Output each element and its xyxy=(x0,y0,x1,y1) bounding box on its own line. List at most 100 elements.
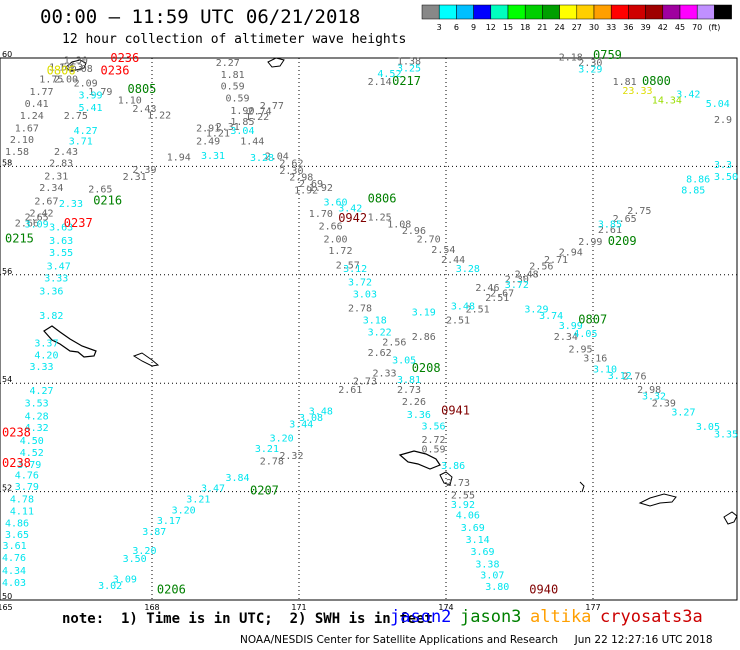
pass-time-label: 0215 xyxy=(5,231,34,245)
wave-height-value: 3.87 xyxy=(142,527,166,538)
wave-height-value: 3.50 xyxy=(123,554,147,565)
wave-height-value: 2.77 xyxy=(260,101,284,112)
wave-height-value: 3.21 xyxy=(186,494,210,505)
wave-height-value: 4.50 xyxy=(20,436,44,447)
wave-height-value: 3.92 xyxy=(451,500,475,511)
wave-height-value: 2.73 xyxy=(397,385,421,396)
pass-time-label: 0759 xyxy=(593,48,622,62)
scale-swatch xyxy=(576,4,595,20)
wave-height-value: 2.31 xyxy=(44,171,68,182)
island-north xyxy=(65,59,87,72)
wave-height-value: 3.08 xyxy=(299,413,323,424)
wave-height-value: 5.04 xyxy=(706,99,730,110)
wave-height-value: 2.09 xyxy=(74,79,98,90)
wave-height-value: 3.3 xyxy=(714,160,732,171)
wave-height-value: 1.90 xyxy=(230,106,254,117)
wave-height-value: 2.51 xyxy=(466,305,490,316)
map-frame xyxy=(0,57,738,601)
wave-height-value: 2.33 xyxy=(59,199,83,210)
wave-height-value: 3.47 xyxy=(47,261,71,272)
wave-height-value: 1.38 xyxy=(397,57,421,68)
scale-label: 39 xyxy=(641,23,651,32)
wave-height-value: 3.50 xyxy=(714,172,738,183)
wave-height-value: 23.33 xyxy=(622,86,652,97)
lat-tick-label: 56 xyxy=(2,267,12,276)
pass-time-label: 0236 xyxy=(101,63,130,77)
pass-time-label: 0216 xyxy=(93,193,122,207)
scale-swatch xyxy=(490,4,509,20)
wave-height-value: 3.72 xyxy=(348,278,372,289)
pass-time-label: 0217 xyxy=(392,74,421,88)
lon-tick-label: 177 xyxy=(585,603,600,612)
wave-height-value: 3.22 xyxy=(368,328,392,339)
wave-height-value: 2.39 xyxy=(132,165,156,176)
wave-height-value: 2.72 xyxy=(422,435,446,446)
scale-swatch xyxy=(628,4,646,20)
lat-tick-label: 58 xyxy=(2,158,12,167)
wave-height-value: 3.20 xyxy=(172,505,196,516)
wave-height-value: 1.70 xyxy=(309,209,333,220)
wave-height-value: 4.06 xyxy=(456,511,480,522)
wave-height-value: 3.18 xyxy=(363,316,387,327)
pass-time-label: 0806 xyxy=(368,192,397,206)
pass-time-label: 0209 xyxy=(608,234,637,248)
wave-height-value: 4.86 xyxy=(5,518,29,529)
island-small-west xyxy=(132,352,160,367)
wave-height-value: 3.79 xyxy=(17,460,41,471)
scale-swatch xyxy=(421,4,440,20)
wave-height-value: 2.31 xyxy=(216,122,240,133)
wave-height-value: 3.05 xyxy=(696,422,720,433)
wave-height-value: 2.71 xyxy=(544,255,568,266)
pass-time-label: 0800 xyxy=(642,74,671,88)
scale-swatch xyxy=(438,4,457,20)
wave-height-value: 1.81 xyxy=(613,77,637,88)
lat-tick-label: 60 xyxy=(2,50,12,59)
wave-height-value: 3.09 xyxy=(113,575,137,586)
wave-height-value: 1.67 xyxy=(15,124,39,135)
wave-height-value: 3.84 xyxy=(226,473,250,484)
wave-height-value: 3.33 xyxy=(30,362,54,373)
wave-height-value: 4.52 xyxy=(377,69,401,80)
scale-swatch xyxy=(696,4,715,20)
wave-height-value: 2.61 xyxy=(338,385,362,396)
wave-height-value: 4.34 xyxy=(2,566,26,577)
wave-height-value: 3.37 xyxy=(34,338,58,349)
wave-height-value: 3.56 xyxy=(422,421,446,432)
scale-swatch xyxy=(662,4,681,20)
wave-height-value: 4.03 xyxy=(2,578,26,589)
scale-swatch xyxy=(559,4,578,20)
wave-height-value: 3.63 xyxy=(49,222,73,233)
pass-time-label: 0806 xyxy=(47,63,76,77)
wave-height-value: 14.34 xyxy=(652,96,682,107)
scale-swatch xyxy=(645,4,664,20)
lat-tick-label: 50 xyxy=(2,592,12,601)
wave-height-value: 1.79 xyxy=(88,87,112,98)
wave-height-value: 3.12 xyxy=(343,264,367,275)
wave-height-value: 2.78 xyxy=(348,304,372,315)
wave-height-value: 3.86 xyxy=(441,461,465,472)
wave-height-value: 2.56 xyxy=(529,261,553,272)
pass-time-label: 0236 xyxy=(110,51,139,65)
scale-label: 33 xyxy=(606,23,616,32)
scale-label: 6 xyxy=(454,23,459,32)
wave-height-value: 3.32 xyxy=(642,391,666,402)
wave-height-value: 2.9 xyxy=(714,115,732,126)
scale-swatch xyxy=(610,4,629,20)
wave-height-value: 3.60 xyxy=(324,197,348,208)
wave-height-value: 3.80 xyxy=(485,582,509,593)
pass-time-label: 0206 xyxy=(157,582,186,596)
coastlines xyxy=(43,57,738,525)
wave-height-value: 2.62 xyxy=(368,348,392,359)
wave-height-value: 3.27 xyxy=(671,408,695,419)
wave-height-value: 2.32 xyxy=(279,451,303,462)
wave-height-value: 2.96 xyxy=(402,226,426,237)
wave-height-value: 1.59 xyxy=(49,62,73,73)
pass-time-label: 0942 xyxy=(338,211,367,225)
wave-height-value: 2.98 xyxy=(289,172,313,183)
wave-height-value: 2.62 xyxy=(279,158,303,169)
wave-height-value: 4.11 xyxy=(10,506,34,517)
scale-label: 36 xyxy=(623,23,633,32)
wave-height-value: 3.82 xyxy=(39,311,63,322)
wave-height-value: 2.51 xyxy=(446,316,470,327)
wave-height-value: 2.46 xyxy=(475,283,499,294)
